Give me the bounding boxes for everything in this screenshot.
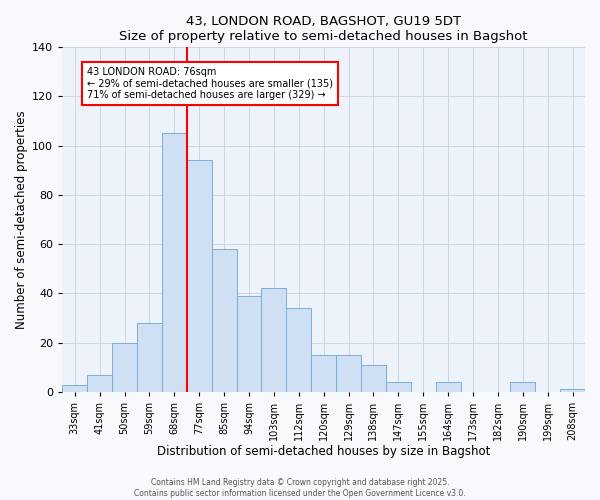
Bar bbox=[162, 133, 187, 392]
Text: 43 LONDON ROAD: 76sqm
← 29% of semi-detached houses are smaller (135)
71% of sem: 43 LONDON ROAD: 76sqm ← 29% of semi-deta… bbox=[87, 66, 333, 100]
Bar bbox=[311, 355, 336, 392]
Bar bbox=[436, 382, 461, 392]
Title: 43, LONDON ROAD, BAGSHOT, GU19 5DT
Size of property relative to semi-detached ho: 43, LONDON ROAD, BAGSHOT, GU19 5DT Size … bbox=[119, 15, 528, 43]
Bar bbox=[87, 374, 112, 392]
Bar bbox=[112, 342, 137, 392]
Bar bbox=[187, 160, 212, 392]
X-axis label: Distribution of semi-detached houses by size in Bagshot: Distribution of semi-detached houses by … bbox=[157, 444, 490, 458]
Bar bbox=[361, 365, 386, 392]
Bar bbox=[560, 390, 585, 392]
Bar bbox=[511, 382, 535, 392]
Bar bbox=[286, 308, 311, 392]
Bar bbox=[236, 296, 262, 392]
Bar bbox=[62, 384, 87, 392]
Bar bbox=[262, 288, 286, 392]
Y-axis label: Number of semi-detached properties: Number of semi-detached properties bbox=[15, 110, 28, 329]
Bar bbox=[212, 249, 236, 392]
Text: Contains HM Land Registry data © Crown copyright and database right 2025.
Contai: Contains HM Land Registry data © Crown c… bbox=[134, 478, 466, 498]
Bar bbox=[386, 382, 411, 392]
Bar bbox=[137, 323, 162, 392]
Bar bbox=[336, 355, 361, 392]
